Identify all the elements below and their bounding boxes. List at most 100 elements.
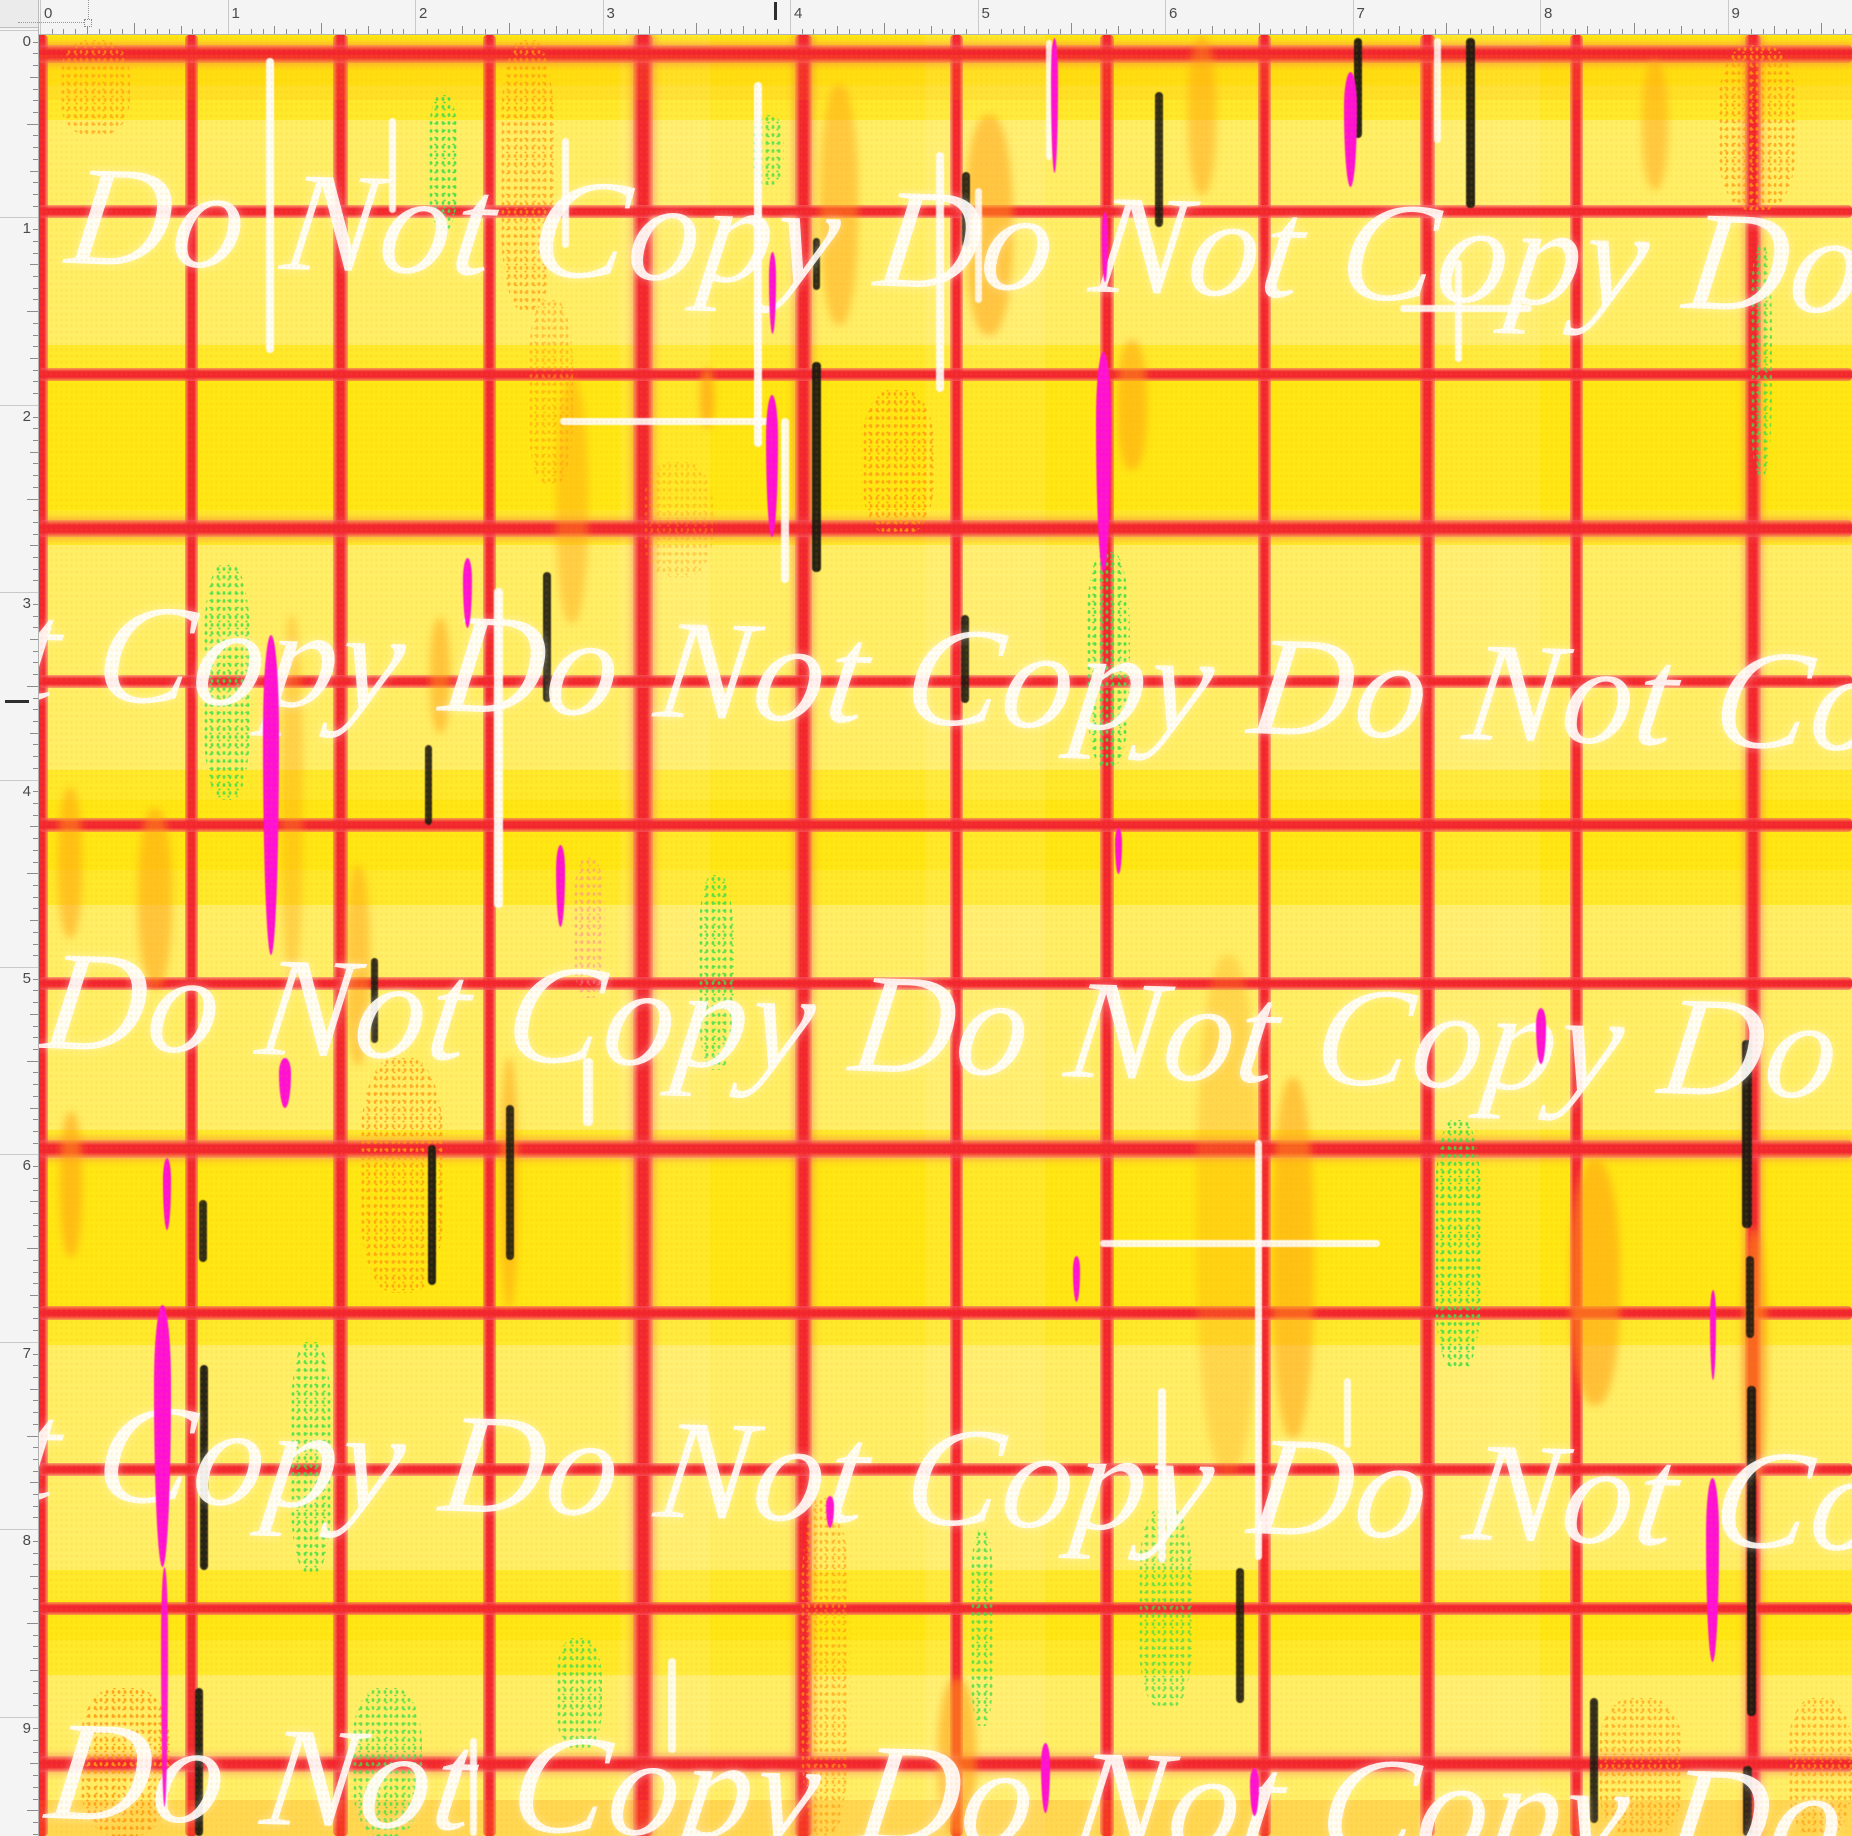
pattern-canvas[interactable]: Do Not Copy Do Not Copy Do Not Copy Do N…: [39, 35, 1852, 1836]
ruler-tick: [33, 1599, 38, 1601]
ruler-tick: [33, 580, 38, 582]
ruler-tick: [33, 1751, 38, 1753]
grid-line-horizontal: [39, 977, 1852, 990]
ruler-tick: [33, 615, 38, 617]
paint-streak-speckle: [290, 1342, 332, 1572]
paint-streak-wash: [138, 808, 172, 988]
ruler-tick: [1657, 29, 1659, 34]
ruler-tick: [33, 1318, 38, 1320]
paint-streak-wash: [1272, 1078, 1314, 1438]
paint-streak-drip: [1102, 212, 1108, 282]
paint-streak-drip: [1344, 72, 1357, 187]
ruler-tick: [33, 1084, 38, 1086]
ruler-tick: [27, 1622, 38, 1624]
ruler-tick: [836, 26, 838, 34]
ruler-tick: [33, 721, 38, 723]
ruler-tick: [33, 1025, 38, 1027]
paint-streak-line: [199, 1200, 207, 1262]
ruler-tick: [30, 639, 38, 641]
ruler-tick: [33, 1189, 38, 1191]
paint-streak-drip: [769, 252, 776, 334]
paint-streak-drip: [1041, 1743, 1050, 1813]
paint-streak-wash: [346, 865, 370, 1065]
paint-streak-line: [200, 1365, 208, 1570]
ruler-tick: [297, 29, 299, 34]
paint-streak-wash: [820, 85, 858, 325]
paint-streak-line: [583, 1058, 593, 1126]
paint-streak-wash: [938, 1678, 976, 1836]
ruler-tick: [1247, 29, 1249, 34]
ruler-tick: [672, 29, 674, 34]
ruler-tick: [133, 23, 135, 34]
ruler-number: 6: [22, 1157, 31, 1175]
ruler-tick: [473, 29, 475, 34]
ruler-tick: [33, 1236, 38, 1238]
ruler-tick: [438, 29, 440, 34]
paint-streak-speckle: [643, 462, 713, 577]
ruler-tick: [33, 1119, 38, 1121]
top-ruler[interactable]: 0 1 2 3 4 5 6 7 8 9: [39, 0, 1852, 35]
ruler-tick: [33, 299, 38, 301]
ruler-tick: [532, 29, 534, 34]
paint-streak-speckle: [698, 875, 734, 1070]
ruler-tick: [86, 26, 88, 34]
ruler-tick: [1235, 29, 1237, 34]
ruler-tick: [1610, 29, 1612, 34]
ruler-tick: [30, 1107, 38, 1109]
ruler-tick: [649, 26, 651, 34]
ruler-tick: [33, 463, 38, 465]
ruler-tick: [1446, 23, 1448, 34]
ruler-tick: [33, 205, 38, 207]
ruler-tick: [1622, 29, 1624, 34]
ruler-tick: [543, 29, 545, 34]
grid-line-horizontal: [39, 1140, 1852, 1158]
left-ruler[interactable]: 0 1 2 3 4 5 6 7 8 9: [0, 28, 39, 1836]
ruler-tick: [27, 1248, 38, 1250]
ruler-number: 7: [22, 1344, 31, 1362]
ruler-tick: [33, 650, 38, 652]
ruler-tick: [356, 29, 358, 34]
ruler-tick: [743, 26, 745, 34]
paint-streak-speckle: [862, 390, 934, 535]
paint-streak-drip: [1536, 1008, 1546, 1064]
ruler-tick: [250, 29, 252, 34]
paint-streak-line: [1455, 260, 1462, 362]
ruler-tick: [907, 29, 909, 34]
ruler-tick: [426, 29, 428, 34]
paint-streak-line: [1354, 38, 1362, 138]
ruler-tick: [33, 557, 38, 559]
paint-streak-wash: [60, 1112, 82, 1257]
ruler-tick: [33, 978, 38, 980]
ruler-tick: [262, 29, 264, 34]
cursor-guide-vertical-line: [88, 0, 89, 25]
ruler-tick: [1305, 26, 1307, 34]
ruler-tick: [1528, 29, 1530, 34]
ruler-tick: [1680, 26, 1682, 34]
grid-line-vertical: [483, 35, 496, 1836]
ruler-tick: [30, 1294, 38, 1296]
ruler-tick: [33, 1072, 38, 1074]
grid-line-vertical: [185, 35, 198, 1836]
paint-streak-line: [506, 1105, 514, 1260]
paint-streak-drip: [154, 1305, 171, 1567]
ruler-tick: [1633, 23, 1635, 34]
paint-streak-drip: [161, 1567, 168, 1807]
ruler-tick: [33, 322, 38, 324]
ruler-tick: [508, 23, 510, 34]
paint-streak-line: [936, 152, 944, 392]
ruler-tick: [286, 29, 288, 34]
ruler-tick: [497, 29, 499, 34]
ruler-tick: [33, 369, 38, 371]
paint-streak-wash: [430, 618, 450, 733]
paint-streak-wash: [281, 615, 303, 985]
paint-streak-drip: [1250, 1768, 1259, 1816]
ruler-tick: [579, 29, 581, 34]
ruler-tick: [33, 1400, 38, 1402]
ruler-tick: [567, 29, 569, 34]
ruler-tick: [33, 803, 38, 805]
ruler-tick: [33, 1564, 38, 1566]
paint-streak-line: [1747, 1386, 1756, 1716]
ruler-tick: [33, 1212, 38, 1214]
grid-line-horizontal: [39, 1306, 1852, 1320]
ruler-tick: [33, 1704, 38, 1706]
